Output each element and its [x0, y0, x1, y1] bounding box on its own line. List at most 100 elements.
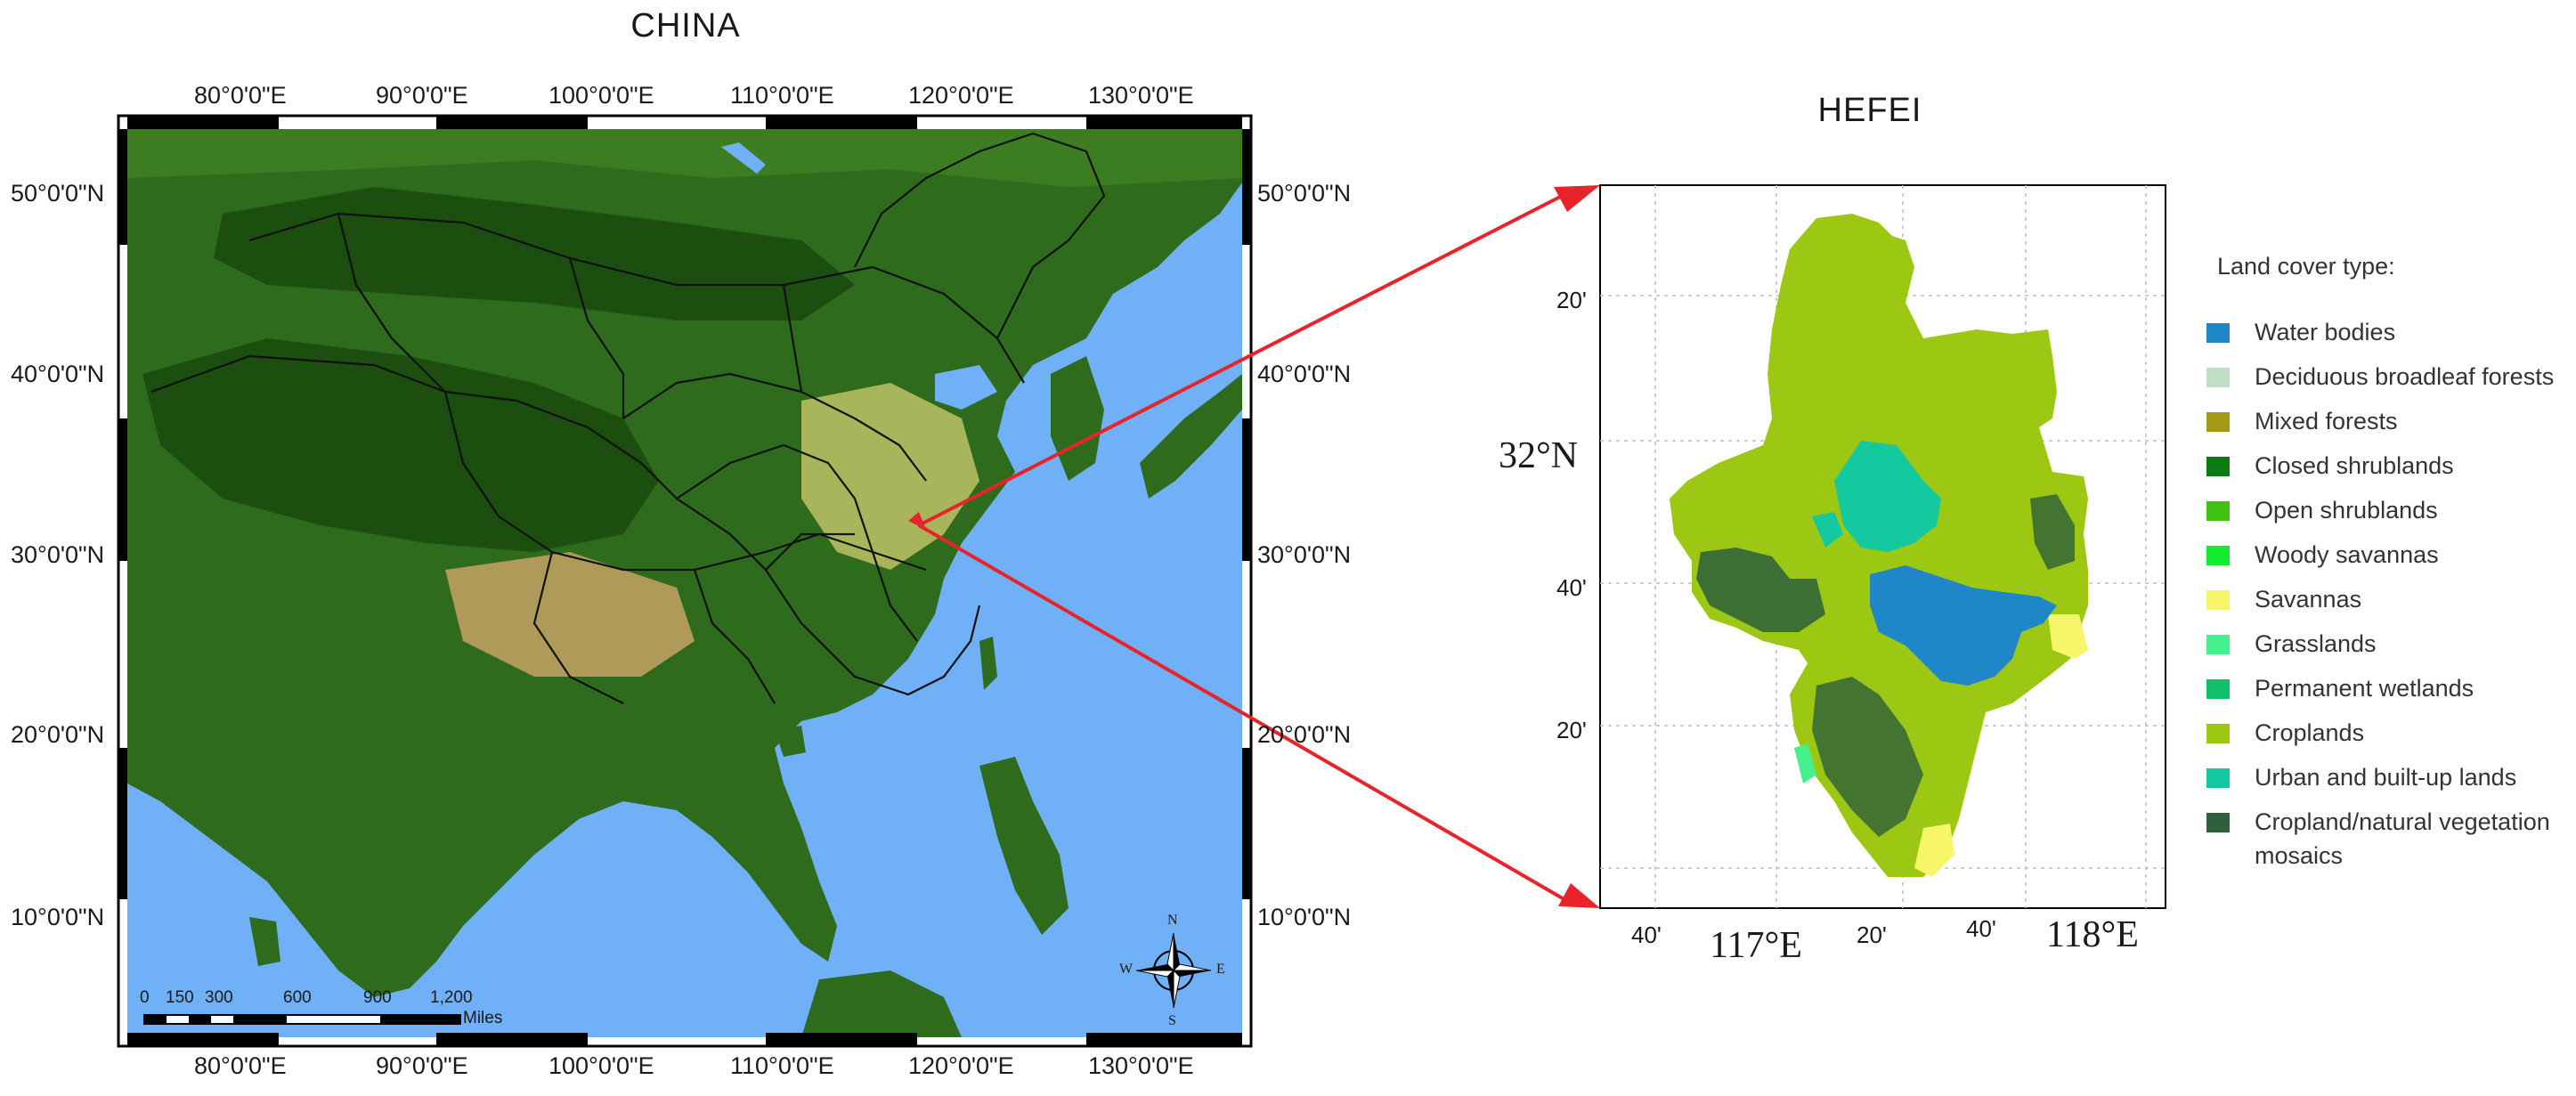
- legend-label: Open shrublands: [2255, 497, 2438, 524]
- legend-label: Permanent wetlands: [2255, 675, 2474, 702]
- legend-item: Mixed forests: [2206, 408, 2398, 435]
- hefei-lat-label-2: 32°N: [1499, 435, 1579, 476]
- legend-item: Croplands: [2206, 719, 2364, 747]
- lat-label-left-5: 10°0'0"N: [11, 904, 105, 930]
- scale-bar: [143, 1014, 461, 1025]
- legend-swatch: [2206, 545, 2230, 565]
- lon-label-bottom-4: 110°0'0"E: [730, 1052, 834, 1079]
- legend-item: Open shrublands: [2206, 497, 2438, 524]
- scale-tick-1200: 1,200: [430, 988, 473, 1007]
- legend-label: Closed shrublands: [2255, 452, 2454, 479]
- lat-label-left-1: 50°0'0"N: [11, 180, 105, 207]
- lon-label-top-2: 90°0'0"E: [376, 82, 468, 109]
- legend-label: Woody savannas: [2255, 541, 2439, 568]
- hainan: [775, 726, 806, 757]
- legend-label-continuation: mosaics: [2255, 842, 2344, 869]
- scale-tick-600: 600: [283, 988, 312, 1007]
- hefei-lon-label-3: 20': [1857, 921, 1887, 948]
- lon-label-top-5: 120°0'0"E: [908, 82, 1014, 109]
- lat-label-right-3: 30°0'0"N: [1257, 541, 1352, 568]
- scale-tick-300: 300: [205, 988, 233, 1007]
- legend-item: Grasslands: [2206, 630, 2377, 658]
- siberia-lowland: [127, 129, 1242, 187]
- land-masses: [127, 129, 1242, 1037]
- lon-label-bottom-3: 100°0'0"E: [549, 1052, 654, 1079]
- legend-item: Deciduous broadleaf forests: [2206, 363, 2554, 391]
- hefei-landcover: [1670, 214, 2088, 877]
- lat-label-left-4: 20°0'0"N: [11, 721, 105, 748]
- legend-item: Permanent wetlands: [2206, 675, 2474, 702]
- legend-swatch: [2206, 500, 2230, 521]
- lat-label-right-5: 10°0'0"N: [1257, 904, 1352, 930]
- bohai-sea: [935, 365, 997, 410]
- legend-label: Mixed forests: [2255, 408, 2398, 434]
- taiwan: [979, 637, 997, 690]
- lat-label-right-4: 20°0'0"N: [1257, 721, 1352, 748]
- compass-e: E: [1216, 962, 1225, 977]
- legend-label: Grasslands: [2255, 630, 2377, 657]
- location-arrows: [908, 185, 1600, 908]
- hefei-lon-label-2: 117°E: [1710, 925, 1802, 966]
- legend-label: Croplands: [2255, 719, 2365, 746]
- legend-swatch: [2206, 723, 2230, 743]
- legend-item: Woody savannas: [2206, 541, 2439, 569]
- sri-lanka: [249, 917, 280, 966]
- lon-label-bottom-6: 130°0'0"E: [1088, 1052, 1194, 1079]
- legend-item: Water bodies: [2206, 319, 2395, 346]
- legend-swatch: [2206, 678, 2230, 699]
- lon-label-top-1: 80°0'0"E: [194, 82, 287, 109]
- hefei-lat-label-4: 20': [1556, 717, 1587, 743]
- legend-label: Cropland/natural vegetation: [2255, 808, 2550, 835]
- hefei-lat-label-3: 40': [1556, 574, 1587, 601]
- scale-unit: Miles: [463, 1009, 503, 1027]
- mosaic-region-east: [2030, 494, 2075, 570]
- legend-swatch: [2206, 812, 2230, 832]
- lon-label-top-3: 100°0'0"E: [549, 82, 654, 109]
- legend-swatch: [2206, 411, 2230, 432]
- compass-w: W: [1119, 962, 1134, 977]
- lat-label-left-2: 40°0'0"N: [11, 361, 105, 387]
- lon-label-bottom-2: 90°0'0"E: [376, 1052, 468, 1079]
- hefei-lon-label-1: 40': [1631, 921, 1662, 948]
- legend-item: Savannas: [2206, 586, 2361, 613]
- lake-baikal: [721, 142, 766, 174]
- lon-label-top-6: 130°0'0"E: [1088, 82, 1194, 109]
- lon-label-bottom-1: 80°0'0"E: [194, 1052, 287, 1079]
- legend-swatch: [2206, 322, 2230, 343]
- legend-item: Urban and built-up lands: [2206, 764, 2516, 792]
- legend-label: Deciduous broadleaf forests: [2255, 363, 2555, 390]
- lon-label-bottom-5: 120°0'0"E: [908, 1052, 1014, 1079]
- urban-region: [1834, 441, 1941, 552]
- asia-mainland: [127, 129, 1242, 997]
- tibet-plateau: [142, 338, 659, 552]
- compass-rose-icon: [1135, 932, 1212, 1009]
- legend-title: Land cover type:: [2217, 253, 2395, 280]
- compass-s: S: [1168, 1013, 1176, 1028]
- hefei-lon-label-5: 118°E: [2046, 914, 2139, 955]
- frame-ticks: [118, 116, 1251, 1046]
- savannas-region-south: [1914, 824, 1954, 877]
- china-map-title: CHINA: [630, 7, 741, 45]
- mosaic-region-west: [1696, 548, 1825, 632]
- japan: [1140, 374, 1242, 499]
- legend-swatch: [2206, 634, 2230, 654]
- admin-boundaries: [150, 132, 1106, 704]
- philippines: [979, 757, 1069, 935]
- water-chaohu: [1870, 565, 2057, 686]
- urban-region-west: [1812, 512, 1843, 548]
- legend-swatch: [2206, 589, 2230, 610]
- lat-label-right-1: 50°0'0"N: [1257, 180, 1352, 207]
- legend-swatch: [2206, 767, 2230, 788]
- borneo: [801, 970, 962, 1037]
- scale-tick-900: 900: [363, 988, 392, 1007]
- scale-tick-0: 0: [140, 988, 150, 1007]
- hefei-map-title: HEFEI: [1817, 92, 1922, 129]
- legend-label: Water bodies: [2255, 319, 2396, 345]
- lon-label-top-4: 110°0'0"E: [730, 82, 834, 109]
- scale-tick-150: 150: [166, 988, 194, 1007]
- savannas-region: [2048, 614, 2088, 659]
- legend-label: Urban and built-up lands: [2255, 764, 2517, 791]
- lat-label-left-3: 30°0'0"N: [11, 541, 105, 568]
- legend-item: Cropland/natural vegetation: [2206, 808, 2550, 836]
